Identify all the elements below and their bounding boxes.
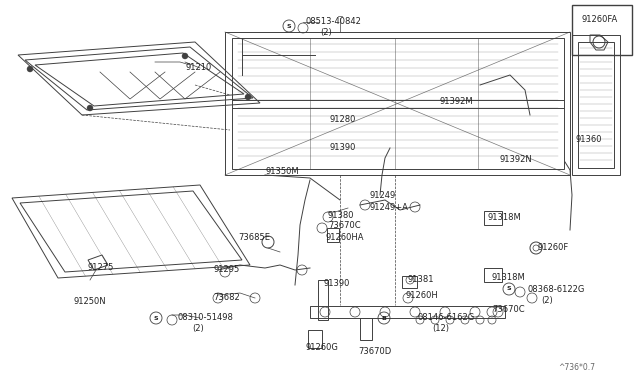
Text: S: S [507, 286, 511, 292]
Text: 91260F: 91260F [537, 244, 568, 253]
Bar [318, 280, 328, 320]
Text: 91392N: 91392N [500, 155, 532, 164]
Text: (2): (2) [320, 29, 332, 38]
Text: 91260FA: 91260FA [582, 16, 618, 25]
Text: (2): (2) [541, 295, 553, 305]
Circle shape [27, 66, 33, 72]
Text: 08368-6122G: 08368-6122G [527, 285, 584, 294]
Circle shape [87, 105, 93, 111]
Bar [310, 306, 505, 318]
Circle shape [182, 53, 188, 59]
Text: 91260HA: 91260HA [326, 234, 365, 243]
Text: 91295: 91295 [213, 266, 239, 275]
Bar [308, 330, 322, 348]
Text: (2): (2) [192, 324, 204, 334]
Text: 73670C: 73670C [492, 305, 525, 314]
Bar [327, 228, 339, 242]
Text: B: B [381, 315, 387, 321]
Text: 91275: 91275 [88, 263, 115, 273]
Bar [402, 276, 417, 288]
Bar [360, 318, 372, 340]
Text: 91318M: 91318M [487, 212, 521, 221]
Text: 08146-6162G: 08146-6162G [418, 314, 476, 323]
Text: 91250N: 91250N [74, 298, 107, 307]
Text: 91360: 91360 [575, 135, 602, 144]
Text: 91318M: 91318M [492, 273, 525, 282]
Text: 91390: 91390 [330, 144, 356, 153]
Text: 08310-51498: 08310-51498 [178, 314, 234, 323]
Text: 08513-40842: 08513-40842 [305, 17, 361, 26]
Text: ^736*0.7: ^736*0.7 [558, 363, 595, 372]
Bar [484, 211, 502, 225]
Text: 91249+A: 91249+A [370, 202, 409, 212]
Text: 91260H: 91260H [405, 291, 438, 299]
Text: 91350M: 91350M [265, 167, 299, 176]
Text: S: S [154, 315, 158, 321]
Text: 91392M: 91392M [440, 97, 474, 106]
Circle shape [245, 94, 251, 100]
Text: 73670C: 73670C [328, 221, 360, 231]
Text: S: S [287, 23, 291, 29]
Text: 73682: 73682 [213, 294, 240, 302]
Text: 91210: 91210 [185, 64, 211, 73]
Text: 91260G: 91260G [305, 343, 338, 353]
Text: 91390: 91390 [323, 279, 349, 289]
Text: 91249: 91249 [370, 190, 396, 199]
Text: 91280: 91280 [330, 115, 356, 125]
Text: 91381: 91381 [407, 276, 433, 285]
Text: (12): (12) [432, 324, 449, 334]
Text: 73685E: 73685E [238, 234, 270, 243]
Text: 91380: 91380 [328, 211, 355, 219]
Bar [484, 268, 502, 282]
Text: 73670D: 73670D [358, 347, 391, 356]
